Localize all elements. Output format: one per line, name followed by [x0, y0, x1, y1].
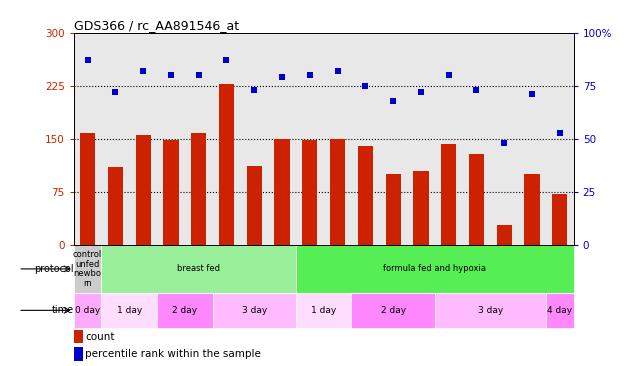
Text: 0 day: 0 day — [75, 306, 100, 315]
Bar — [441, 144, 456, 245]
Point — [471, 87, 481, 93]
Bar — [497, 225, 512, 245]
Point — [277, 75, 287, 81]
Bar — [219, 84, 234, 245]
Text: 4 day: 4 day — [547, 306, 572, 315]
Bar — [296, 245, 574, 293]
Bar — [296, 293, 351, 328]
Text: percentile rank within the sample: percentile rank within the sample — [85, 349, 261, 359]
Text: 2 day: 2 day — [381, 306, 406, 315]
Text: breast fed: breast fed — [177, 264, 221, 273]
Text: GDS366 / rc_AA891546_at: GDS366 / rc_AA891546_at — [74, 19, 239, 32]
Text: 3 day: 3 day — [242, 306, 267, 315]
Text: 1 day: 1 day — [117, 306, 142, 315]
Bar — [213, 293, 296, 328]
Bar — [74, 330, 83, 343]
Point — [194, 72, 204, 78]
Point — [138, 68, 148, 74]
Bar — [351, 293, 435, 328]
Point — [110, 89, 121, 95]
Point — [333, 68, 343, 74]
Bar — [101, 245, 296, 293]
Point — [304, 72, 315, 78]
Bar — [435, 293, 546, 328]
Point — [416, 89, 426, 95]
Bar — [74, 245, 101, 293]
Bar — [80, 133, 96, 245]
Point — [83, 57, 93, 63]
Bar — [552, 194, 567, 245]
Bar — [74, 347, 83, 361]
Bar — [157, 293, 213, 328]
Bar — [247, 166, 262, 245]
Point — [527, 92, 537, 97]
Point — [221, 57, 231, 63]
Point — [388, 98, 398, 104]
Bar — [274, 139, 290, 245]
Bar — [101, 293, 157, 328]
Point — [499, 140, 510, 146]
Text: protocol: protocol — [34, 264, 74, 274]
Bar — [469, 154, 484, 245]
Bar — [135, 135, 151, 245]
Point — [166, 72, 176, 78]
Bar — [302, 140, 317, 245]
Bar — [163, 140, 179, 245]
Text: formula fed and hypoxia: formula fed and hypoxia — [383, 264, 487, 273]
Bar — [413, 171, 429, 245]
Text: control
unfed
newbo
rn: control unfed newbo rn — [73, 250, 102, 288]
Bar — [191, 133, 206, 245]
Text: 1 day: 1 day — [311, 306, 337, 315]
Bar — [524, 174, 540, 245]
Bar — [358, 146, 373, 245]
Point — [249, 87, 260, 93]
Bar — [546, 293, 574, 328]
Bar — [330, 139, 345, 245]
Text: 3 day: 3 day — [478, 306, 503, 315]
Point — [444, 72, 454, 78]
Bar — [74, 293, 101, 328]
Point — [554, 130, 565, 135]
Bar — [108, 167, 123, 245]
Text: 2 day: 2 day — [172, 306, 197, 315]
Point — [360, 83, 370, 89]
Bar — [385, 174, 401, 245]
Text: count: count — [85, 332, 115, 342]
Text: time: time — [51, 305, 74, 315]
